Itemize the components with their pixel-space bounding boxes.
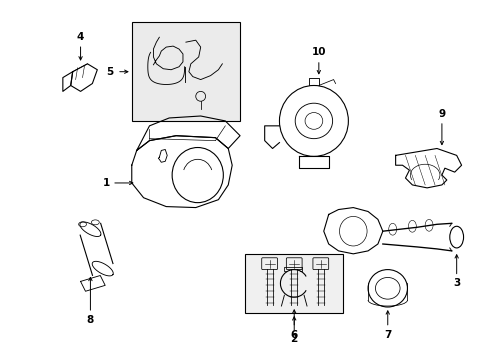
Text: 5: 5	[106, 67, 114, 77]
Text: 2: 2	[290, 334, 297, 345]
Text: 3: 3	[452, 278, 459, 288]
Bar	[131, 22, 240, 121]
Text: 1: 1	[102, 178, 110, 188]
Text: 6: 6	[290, 329, 297, 339]
Bar	[244, 254, 343, 313]
Text: 7: 7	[383, 329, 390, 339]
Text: 8: 8	[86, 315, 94, 325]
Text: 9: 9	[437, 109, 445, 119]
Text: 10: 10	[311, 47, 325, 57]
Text: 4: 4	[77, 32, 84, 42]
